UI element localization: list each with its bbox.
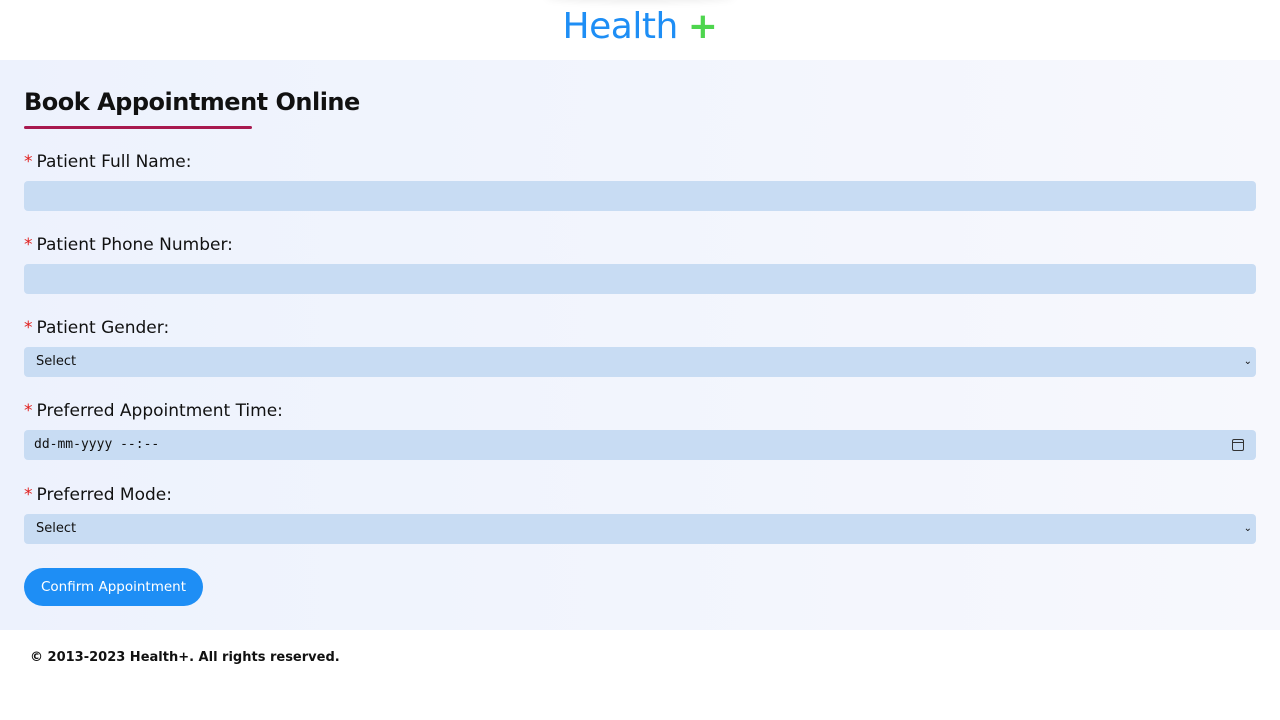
gender-select[interactable]: Select ⌄ (24, 347, 1256, 377)
required-marker: * (24, 152, 33, 172)
appointment-section: Book Appointment Online * Patient Full Na… (0, 60, 1280, 630)
appointment-time-field: * Preferred Appointment Time: dd-mm-yyyy … (24, 400, 1256, 460)
page-title: Book Appointment Online (24, 88, 360, 116)
required-marker: * (24, 485, 33, 505)
label-text: Patient Full Name: (36, 152, 192, 172)
footer-copyright: © 2013-2023 Health+. All rights reserved… (30, 650, 340, 665)
phone-input[interactable] (24, 264, 1256, 294)
logo-plus-icon: + (687, 6, 718, 47)
label-text: Patient Phone Number: (36, 235, 233, 255)
full-name-label: * Patient Full Name: (24, 151, 1256, 181)
phone-field: * Patient Phone Number: (24, 234, 1256, 294)
full-name-field: * Patient Full Name: (24, 151, 1256, 211)
logo-text: Health (562, 6, 679, 47)
header: Health + (0, 0, 1280, 60)
appointment-time-input[interactable]: dd-mm-yyyy --:-- (24, 430, 1256, 460)
appointment-time-label: * Preferred Appointment Time: (24, 400, 1256, 430)
gender-selected-value: Select (36, 354, 77, 369)
required-marker: * (24, 318, 33, 338)
label-text: Patient Gender: (36, 318, 170, 338)
mode-selected-value: Select (36, 521, 77, 536)
required-marker: * (24, 235, 33, 255)
logo[interactable]: Health + (563, 6, 718, 47)
calendar-icon[interactable] (1232, 439, 1244, 451)
mode-select[interactable]: Select ⌄ (24, 514, 1256, 544)
title-underline (24, 126, 252, 129)
phone-label: * Patient Phone Number: (24, 234, 1256, 264)
required-marker: * (24, 401, 33, 421)
full-name-input[interactable] (24, 181, 1256, 211)
label-text: Preferred Mode: (36, 485, 172, 505)
confirm-appointment-button[interactable]: Confirm Appointment (24, 568, 203, 606)
gender-label: * Patient Gender: (24, 317, 1256, 347)
chevron-down-icon: ⌄ (1243, 356, 1252, 367)
datetime-placeholder: dd-mm-yyyy --:-- (34, 437, 160, 452)
label-text: Preferred Appointment Time: (36, 401, 283, 421)
mode-label: * Preferred Mode: (24, 484, 1256, 514)
chevron-down-icon: ⌄ (1243, 523, 1252, 534)
gender-field: * Patient Gender: Select ⌄ (24, 317, 1256, 377)
mode-field: * Preferred Mode: Select ⌄ (24, 484, 1256, 544)
